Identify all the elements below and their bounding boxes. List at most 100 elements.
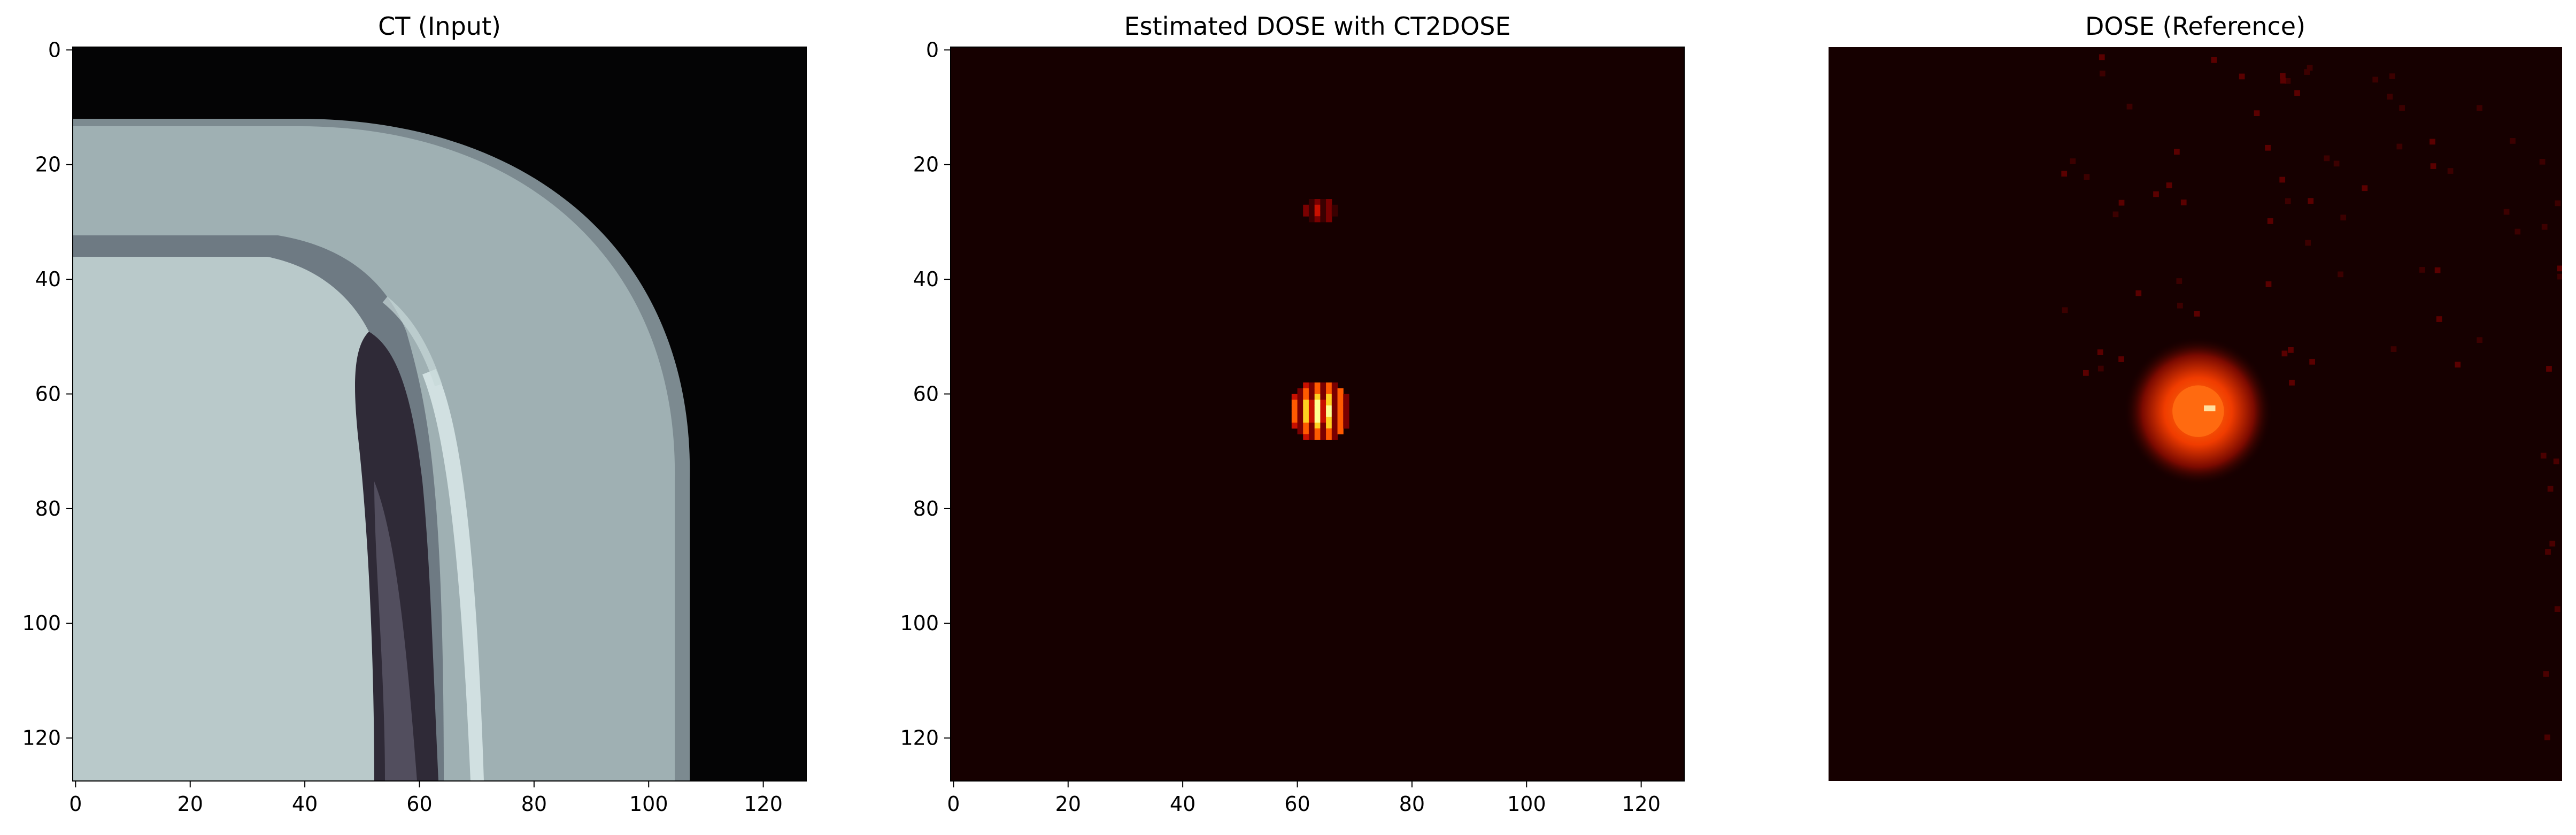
reference-dose-noise-pixel — [2308, 198, 2314, 204]
est-y-tick-label: 60 — [913, 382, 939, 405]
est-x-tick-label: 100 — [1507, 792, 1546, 816]
estimated-dose-hotspot-pixel — [1331, 388, 1338, 394]
reference-dose-noise-pixel — [2166, 182, 2172, 188]
reference-dose-noise-pixel — [2305, 240, 2311, 246]
estimated-dose-hotspot-pixel — [1331, 210, 1338, 217]
reference-dose-noise-pixel — [2289, 379, 2295, 386]
estimated-dose-hotspot-pixel — [1320, 434, 1326, 440]
reference-dose-noise-pixel — [2265, 144, 2271, 151]
reference-dose-noise-pixel — [2510, 138, 2516, 144]
estimated-dose-hotspot-pixel — [1326, 400, 1332, 406]
estimated-dose-hotspot-pixel — [1326, 405, 1332, 412]
estimated-dose-hotspot-pixel — [1297, 411, 1304, 417]
reference-dose-noise-pixel — [2177, 302, 2183, 309]
reference-dose-noise-pixel — [2061, 171, 2068, 177]
reference-dose-noise-pixel — [2338, 271, 2343, 278]
est-x-tick-label: 40 — [1170, 792, 1196, 816]
reference-dose-noise-pixel — [2553, 458, 2559, 465]
reference-dose-noise-pixel — [2254, 110, 2260, 116]
estimated-dose-hotspot-pixel — [1291, 394, 1298, 400]
estimated-dose-hotspot-pixel — [1303, 394, 1309, 400]
reference-dose-noise-pixel — [2419, 267, 2425, 273]
reference-dose-noise-pixel — [2279, 177, 2286, 183]
reference-dose-noise-pixel — [2099, 54, 2105, 60]
reference-dose-noise-pixel — [2447, 168, 2454, 174]
estimated-dose-hotspot-pixel — [1297, 388, 1304, 394]
reference-dose-noise-pixel — [2430, 139, 2435, 145]
estimated-dose-hotspot-pixel — [1320, 204, 1326, 211]
estimated-dose-hotspot-pixel — [1297, 400, 1304, 406]
estimated-dose-hotspot-pixel — [1326, 423, 1332, 429]
reference-dose-noise-pixel — [2099, 70, 2105, 76]
estimated-dose-hotspot-pixel — [1303, 405, 1309, 412]
estimated-dose-hotspot-pixel — [1303, 204, 1309, 211]
reference-dose-noise-pixel — [2515, 228, 2521, 235]
reference-dose-noise-pixel — [2280, 78, 2286, 84]
reference-dose-noise-pixel — [2541, 224, 2548, 230]
ct-y-tick-label: 100 — [22, 611, 61, 635]
estimated-dose-hotspot-pixel — [1308, 199, 1315, 205]
estimated-dose-hotspot-pixel — [1326, 199, 1332, 205]
reference-dose-noise-pixel — [2477, 337, 2483, 343]
estimated-dose-image — [951, 47, 1684, 781]
estimated-dose-hotspot-pixel — [1308, 417, 1315, 423]
estimated-dose-hotspot-pixel — [1314, 394, 1321, 400]
reference-dose-title: DOSE (Reference) — [2085, 12, 2306, 41]
reference-dose-peak — [2204, 405, 2216, 411]
estimated-dose-hotspot-pixel — [1303, 210, 1309, 217]
estimated-dose-hotspot-pixel — [1308, 428, 1315, 435]
estimated-dose-hotspot-pixel — [1331, 405, 1338, 412]
reference-dose-noise-pixel — [2135, 290, 2142, 296]
estimated-dose-hotspot-pixel — [1326, 428, 1332, 435]
est-x-tick-label: 120 — [1622, 792, 1661, 816]
estimated-dose-hotspot-pixel — [1303, 400, 1309, 406]
estimated-dose-hotspot-pixel — [1291, 405, 1298, 412]
estimated-dose-hotspot-pixel — [1297, 394, 1304, 400]
ct-image — [73, 47, 806, 781]
reference-dose-noise-pixel — [2281, 350, 2288, 357]
reference-dose-noise-pixel — [2280, 73, 2286, 79]
estimated-dose-hotspot-pixel — [1308, 382, 1315, 389]
estimated-dose-hotspot-pixel — [1326, 394, 1332, 400]
reference-dose-noise-pixel — [2503, 209, 2510, 215]
estimated-dose-hotspot-pixel — [1303, 434, 1309, 440]
estimated-dose-hotspot-pixel — [1308, 400, 1315, 406]
estimated-dose-hotspot-pixel — [1343, 423, 1349, 429]
estimated-dose-hotspot-pixel — [1308, 388, 1315, 394]
reference-dose-noise-pixel — [2333, 160, 2340, 167]
reference-dose-noise-pixel — [2430, 163, 2436, 169]
estimated-dose-hotspot-pixel — [1320, 199, 1326, 205]
est-x-tick-label: 0 — [947, 792, 960, 816]
estimated-dose-hotspot-pixel — [1314, 434, 1321, 440]
reference-dose-noise-pixel — [2288, 347, 2294, 353]
estimated-dose-hotspot-pixel — [1314, 210, 1321, 217]
ct-x-tick-label: 100 — [629, 792, 668, 816]
reference-dose-noise-pixel — [2211, 57, 2217, 63]
estimated-dose-hotspot-pixel — [1303, 388, 1309, 394]
reference-dose-noise-pixel — [2309, 358, 2315, 365]
reference-dose-noise-pixel — [2180, 200, 2187, 205]
est-x-tick-label: 60 — [1284, 792, 1310, 816]
estimated-dose-hotspot-pixel — [1337, 394, 1344, 400]
reference-dose-noise-pixel — [2434, 267, 2441, 273]
estimated-dose-hotspot-pixel — [1308, 405, 1315, 412]
reference-dose-noise-pixel — [2539, 158, 2546, 165]
ct-x-tick-label: 120 — [744, 792, 783, 816]
reference-dose-noise-pixel — [2307, 65, 2313, 71]
reference-dose-noise-pixel — [2285, 78, 2291, 84]
ct-y-tick-label: 20 — [35, 153, 61, 177]
reference-dose-noise-pixel — [2545, 549, 2551, 555]
reference-dose-noise-pixel — [2543, 671, 2549, 677]
reference-dose-noise-pixel — [2084, 174, 2090, 180]
reference-dose-noise-pixel — [2546, 366, 2552, 372]
reference-dose-noise-pixel — [2557, 265, 2562, 272]
estimated-dose-hotspot-pixel — [1337, 417, 1344, 423]
reference-dose-noise-pixel — [2555, 200, 2561, 206]
estimated-dose-hotspot-pixel — [1326, 411, 1332, 417]
estimated-dose-hotspot-pixel — [1308, 411, 1315, 417]
reference-dose-noise-pixel — [2557, 273, 2562, 280]
estimated-dose-hotspot-pixel — [1320, 411, 1326, 417]
estimated-dose-hotspot-pixel — [1314, 400, 1321, 406]
